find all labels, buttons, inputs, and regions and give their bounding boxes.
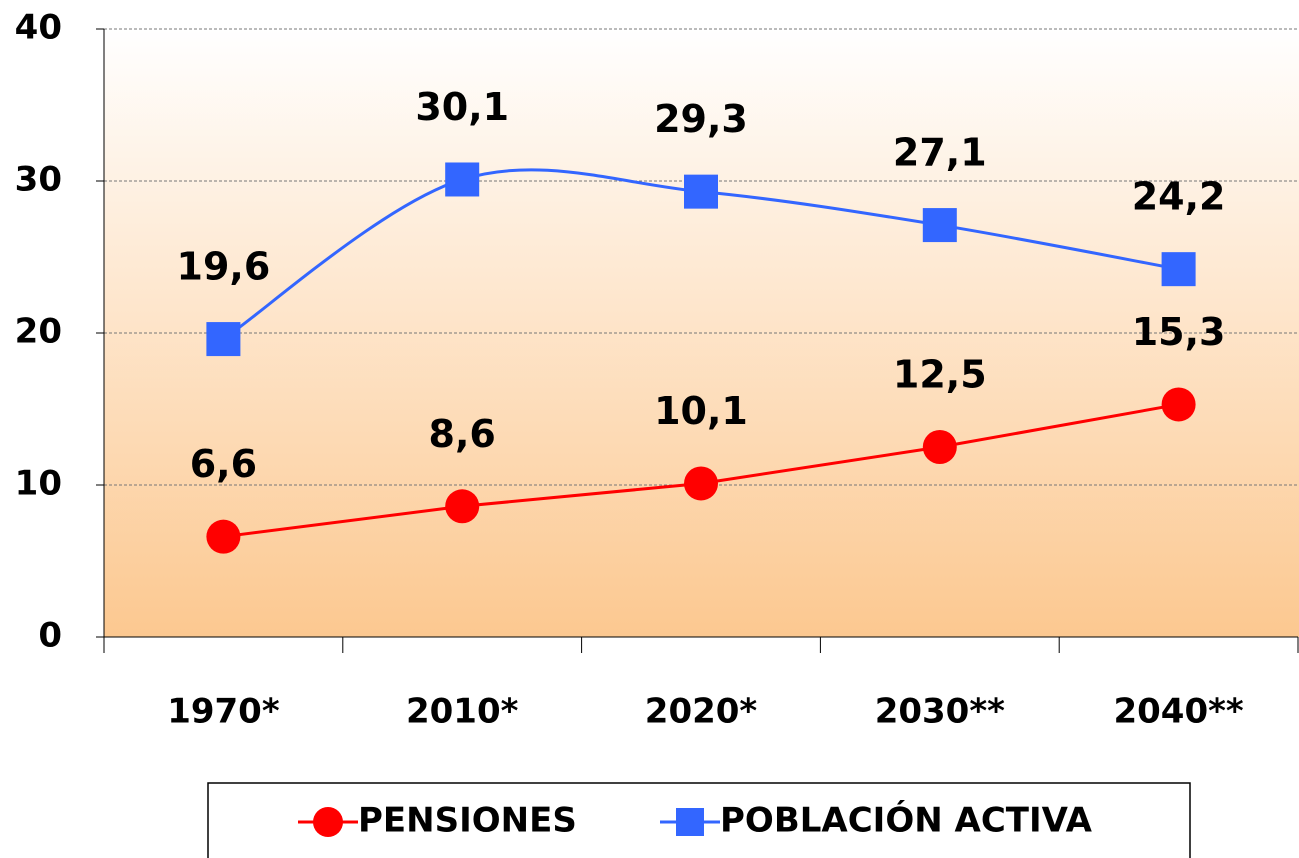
data-label: 24,2	[1132, 175, 1226, 219]
legend-box	[207, 782, 1191, 858]
data-label: 8,6	[429, 412, 496, 456]
y-tick-label: 30	[15, 160, 62, 200]
data-label: 15,3	[1132, 310, 1226, 354]
legend-marker	[313, 807, 343, 837]
x-tick-label: 2020*	[645, 692, 758, 732]
y-tick-label: 0	[38, 616, 62, 656]
marker	[1161, 252, 1196, 287]
marker	[1161, 387, 1196, 422]
y-tick-label: 20	[15, 312, 62, 352]
legend-label: PENSIONES	[358, 801, 577, 841]
legend-label: POBLACIÓN ACTIVA	[720, 800, 1093, 841]
data-label: 10,1	[654, 389, 748, 433]
marker	[684, 466, 718, 501]
data-label: 30,1	[415, 85, 509, 129]
x-tick-label: 2040**	[1113, 692, 1243, 732]
legend-marker	[676, 808, 704, 836]
data-label: 27,1	[893, 131, 987, 175]
data-label: 6,6	[190, 442, 257, 486]
marker	[206, 519, 241, 554]
data-label: 19,6	[177, 245, 271, 289]
y-tick-label: 10	[15, 464, 62, 504]
marker	[445, 162, 480, 197]
marker	[922, 430, 957, 464]
data-label: 12,5	[893, 353, 987, 397]
marker	[684, 174, 718, 209]
data-label: 29,3	[654, 97, 748, 141]
x-tick-label: 2030**	[875, 692, 1005, 732]
y-tick-label: 40	[15, 8, 62, 48]
marker	[922, 208, 957, 243]
x-tick-label: 2010*	[406, 692, 519, 732]
x-tick-label: 1970*	[167, 692, 280, 732]
marker	[206, 322, 241, 357]
marker	[445, 489, 480, 524]
